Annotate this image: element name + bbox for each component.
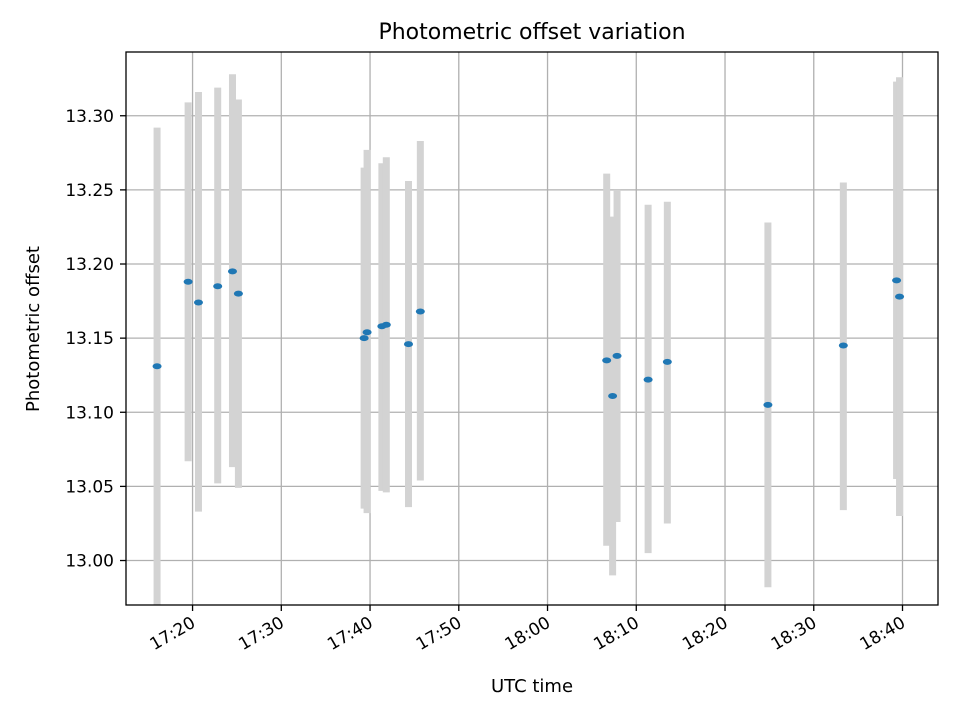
y-tick-label: 13.20	[65, 255, 114, 275]
errorbar-layer	[153, 74, 904, 605]
data-point	[403, 341, 413, 348]
y-tick-label: 13.05	[65, 477, 114, 497]
y-axis-label: Photometric offset	[23, 246, 44, 412]
y-axis-ticks: 13.00 13.05 13.10 13.15 13.20 13.25 13.30	[65, 107, 126, 572]
data-point	[892, 277, 902, 284]
data-point	[838, 342, 848, 349]
x-axis-ticks: 17:20 17:30 17:40 17:50 18:00 18:10 18:20 18:30…	[147, 605, 909, 655]
x-tick-label: 18:20	[679, 613, 731, 655]
y-tick-label: 13.30	[65, 107, 114, 127]
y-tick-label: 13.15	[65, 329, 114, 349]
data-point	[381, 321, 391, 328]
data-point	[602, 357, 612, 364]
x-tick-label: 17:20	[147, 613, 199, 655]
x-tick-label: 17:40	[324, 613, 376, 655]
x-tick-label: 18:10	[590, 613, 642, 655]
data-point	[193, 299, 203, 306]
grid-layer	[126, 52, 938, 605]
data-point	[895, 293, 905, 300]
x-tick-label: 18:30	[768, 613, 820, 655]
data-point	[359, 335, 369, 342]
y-tick-label: 13.25	[65, 181, 114, 201]
data-point	[643, 376, 653, 383]
data-point	[362, 329, 372, 336]
data-point	[415, 308, 425, 315]
data-point	[233, 290, 243, 297]
data-point	[213, 283, 223, 290]
x-tick-label: 18:40	[857, 613, 909, 655]
data-point	[763, 401, 773, 408]
x-tick-label: 17:30	[235, 613, 287, 655]
chart-title: Photometric offset variation	[378, 20, 685, 45]
point-layer	[152, 268, 905, 408]
x-tick-label: 17:50	[413, 613, 465, 655]
y-tick-label: 13.00	[65, 552, 114, 572]
x-tick-label: 18:00	[502, 613, 554, 655]
data-point	[183, 278, 193, 285]
plot-frame	[125, 51, 939, 606]
data-point	[662, 358, 672, 365]
y-tick-label: 13.10	[65, 403, 114, 423]
x-axis-label: UTC time	[491, 676, 573, 697]
data-point	[612, 352, 622, 359]
data-point	[152, 363, 162, 370]
data-point	[608, 392, 618, 399]
data-point	[227, 268, 237, 275]
